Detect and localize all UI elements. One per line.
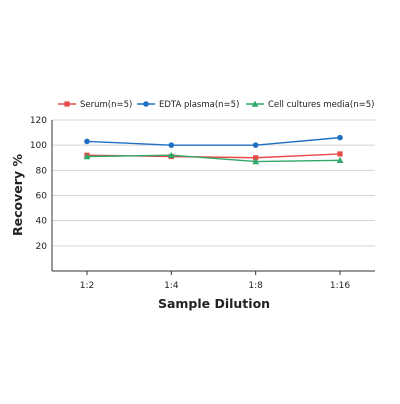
y-axis-title: Recovery % — [10, 154, 25, 236]
data-point-square — [337, 151, 343, 157]
x-tick-label: 1:8 — [248, 281, 263, 291]
data-point-circle — [337, 134, 343, 141]
y-tick-label: 120 — [30, 116, 47, 126]
legend-item: Cell cultures media(n=5) — [246, 100, 374, 110]
y-tick-label: 80 — [36, 166, 48, 176]
series-3 — [83, 151, 344, 165]
data-point-triangle — [336, 156, 344, 163]
series-layer — [83, 134, 344, 165]
axes: 20 40 60 80 100 120 1:2 1:4 1:8 1:16 — [30, 116, 375, 291]
data-point-triangle — [167, 151, 175, 158]
data-point-triangle — [251, 100, 259, 107]
data-point-circle — [143, 101, 149, 107]
y-tick-label: 100 — [30, 141, 47, 151]
legend-label: Serum(n=5) — [80, 100, 132, 110]
legend-label: Cell cultures media(n=5) — [268, 100, 374, 110]
chart-legend: Serum(n=5) EDTA plasma(n=5) Cell cultures … — [58, 100, 374, 110]
data-point-square — [253, 155, 259, 161]
series-line — [86, 154, 341, 163]
legend-label: EDTA plasma(n=5) — [159, 100, 239, 110]
legend-item: Serum(n=5) — [58, 100, 132, 110]
data-point-triangle — [83, 153, 91, 160]
series-line — [86, 136, 341, 146]
x-tick-label: 1:2 — [80, 281, 94, 291]
series-2 — [84, 134, 343, 148]
data-point-square — [64, 101, 70, 107]
x-axis-title: Sample Dilution — [158, 296, 270, 311]
x-tick-label: 1:4 — [164, 281, 179, 291]
data-point-circle — [168, 142, 175, 148]
data-point-circle — [84, 138, 90, 145]
x-tick-label: 1:16 — [330, 281, 350, 291]
y-tick-label: 20 — [36, 242, 48, 252]
data-point-circle — [252, 142, 259, 148]
y-tick-label: 40 — [36, 217, 48, 227]
y-tick-label: 60 — [36, 192, 48, 202]
data-point-triangle — [252, 158, 260, 165]
legend-item: EDTA plasma(n=5) — [137, 100, 239, 110]
